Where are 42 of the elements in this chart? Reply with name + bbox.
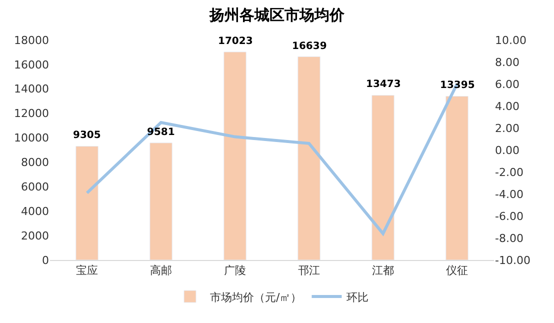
x-tick-label: 江都 — [372, 264, 394, 278]
data-label: 13395 — [440, 80, 475, 91]
x-tick-label: 高邮 — [150, 264, 172, 278]
data-label: 16639 — [292, 41, 327, 52]
y-tick-label: 14000 — [14, 82, 49, 96]
y2-tick-label: -6.00 — [495, 210, 524, 223]
y-tick-label: 4000 — [21, 204, 49, 218]
chart-title: 扬州各城区市场均价 — [208, 6, 346, 24]
x-tick-label: 宝应 — [76, 264, 98, 278]
bar — [76, 146, 98, 260]
data-label: 9305 — [73, 130, 101, 141]
legend-label: 市场均价（元/㎡） — [210, 290, 302, 304]
y2-tick-label: 8.00 — [495, 56, 520, 69]
y-tick-label: 18000 — [14, 34, 49, 47]
y2-tick-label: 6.00 — [495, 78, 520, 91]
y-tick-label: 0 — [42, 254, 49, 267]
legend-label: 环比 — [346, 290, 369, 304]
y2-tick-label: 0.00 — [495, 144, 520, 157]
data-label: 9581 — [147, 127, 175, 138]
y2-tick-label: -2.00 — [495, 166, 524, 179]
data-label: 17023 — [218, 36, 253, 47]
bar — [372, 95, 394, 260]
y-tick-label: 10000 — [14, 132, 49, 145]
data-label: 13473 — [366, 79, 401, 90]
x-tick-label: 广陵 — [224, 264, 246, 278]
y2-tick-label: -10.00 — [495, 254, 530, 267]
y2-tick-label: 4.00 — [495, 100, 520, 113]
y-tick-label: 12000 — [14, 107, 49, 120]
x-tick-label: 仪征 — [446, 264, 468, 278]
y-tick-label: 2000 — [21, 229, 49, 242]
y2-tick-label: -4.00 — [495, 188, 524, 201]
y-tick-label: 6000 — [21, 180, 49, 194]
y2-tick-label: -8.00 — [495, 232, 524, 245]
bar — [298, 56, 320, 260]
bar — [446, 96, 468, 260]
y2-tick-label: 2.00 — [495, 122, 520, 135]
bar — [224, 52, 246, 260]
x-tick-label: 邗江 — [298, 264, 320, 278]
y-tick-label: 8000 — [21, 156, 49, 170]
y-tick-label: 16000 — [14, 58, 49, 72]
y2-tick-label: 10.00 — [495, 34, 526, 47]
bar — [150, 142, 172, 260]
